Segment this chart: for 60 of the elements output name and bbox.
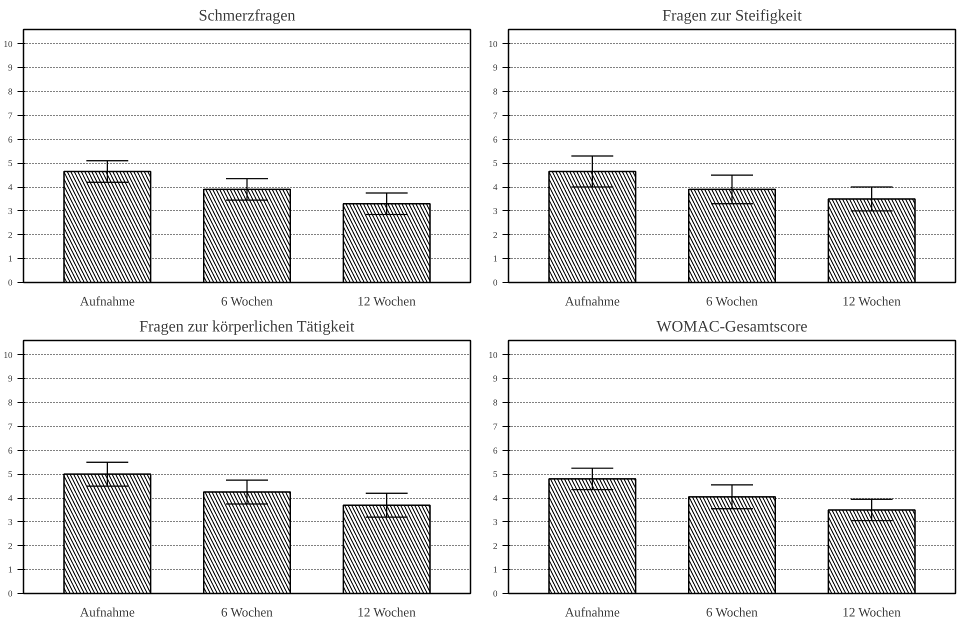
y-tick-label: 2 (8, 230, 12, 240)
y-tick-label: 6 (493, 134, 498, 144)
y-tick-label: 10 (488, 38, 498, 49)
y-tick-label: 7 (493, 421, 498, 432)
y-tick-label: 9 (8, 374, 13, 384)
y-tick-label: 8 (493, 398, 498, 408)
y-tick-label: 5 (8, 469, 13, 480)
y-tick-label: 3 (493, 516, 498, 527)
y-tick-label: 2 (8, 540, 12, 551)
x-tick-label: Aufnahme (564, 604, 620, 620)
x-tick-label: Aufnahme (80, 294, 135, 308)
chart-title: WOMAC-Gesamtscore (656, 318, 808, 336)
y-tick-label: 10 (4, 350, 13, 360)
y-tick-label: 3 (8, 206, 13, 216)
y-tick-label: 5 (493, 469, 498, 480)
y-tick-label: 8 (8, 398, 13, 408)
x-tick-label: 6 Wochen (706, 604, 758, 620)
x-tick-label: 12 Wochen (842, 294, 902, 308)
y-tick-label: 9 (493, 62, 498, 73)
y-tick-label: 6 (8, 134, 13, 144)
y-tick-label: 9 (493, 374, 498, 384)
x-tick-label: 6 Wochen (706, 294, 758, 308)
x-tick-label: 12 Wochen (842, 604, 902, 620)
y-tick-label: 6 (493, 445, 498, 456)
y-tick-label: 9 (8, 62, 13, 73)
y-tick-label: 10 (488, 350, 498, 360)
y-tick-label: 6 (8, 445, 13, 456)
x-tick-label: 12 Wochen (357, 294, 416, 308)
x-tick-label: 12 Wochen (357, 604, 416, 620)
y-tick-label: 1 (8, 254, 12, 264)
x-tick-label: 6 Wochen (220, 294, 274, 308)
y-tick-label: 0 (493, 588, 498, 598)
y-tick-label: 1 (493, 254, 498, 264)
chart-title: Schmerzfragen (198, 8, 296, 24)
y-tick-label: 7 (8, 421, 13, 432)
y-tick-label: 4 (493, 493, 498, 504)
y-tick-label: 7 (493, 110, 498, 120)
y-tick-label: 7 (8, 110, 13, 120)
y-tick-label: 0 (8, 588, 13, 598)
y-tick-label: 4 (8, 493, 13, 504)
y-tick-label: 5 (8, 158, 13, 168)
y-tick-label: 4 (493, 182, 498, 192)
y-tick-label: 3 (493, 206, 498, 216)
chart-title: Fragen zur Steifigkeit (662, 8, 802, 24)
y-tick-label: 1 (493, 564, 498, 575)
y-tick-label: 10 (4, 38, 13, 49)
y-tick-label: 3 (8, 516, 13, 527)
y-tick-label: 8 (8, 86, 13, 97)
y-tick-label: 5 (493, 158, 498, 168)
y-tick-label: 4 (8, 182, 13, 192)
y-tick-label: 1 (8, 564, 12, 575)
y-tick-label: 0 (8, 278, 13, 288)
y-tick-label: 0 (493, 278, 498, 288)
x-tick-label: 6 Wochen (220, 604, 274, 620)
x-tick-label: Aufnahme (564, 294, 620, 308)
x-tick-label: Aufnahme (80, 604, 135, 620)
chart-title: Fragen zur körperlichen Tätigkeit (139, 318, 355, 336)
y-tick-label: 8 (493, 86, 498, 97)
y-tick-label: 2 (493, 230, 498, 240)
y-tick-label: 2 (493, 540, 498, 551)
